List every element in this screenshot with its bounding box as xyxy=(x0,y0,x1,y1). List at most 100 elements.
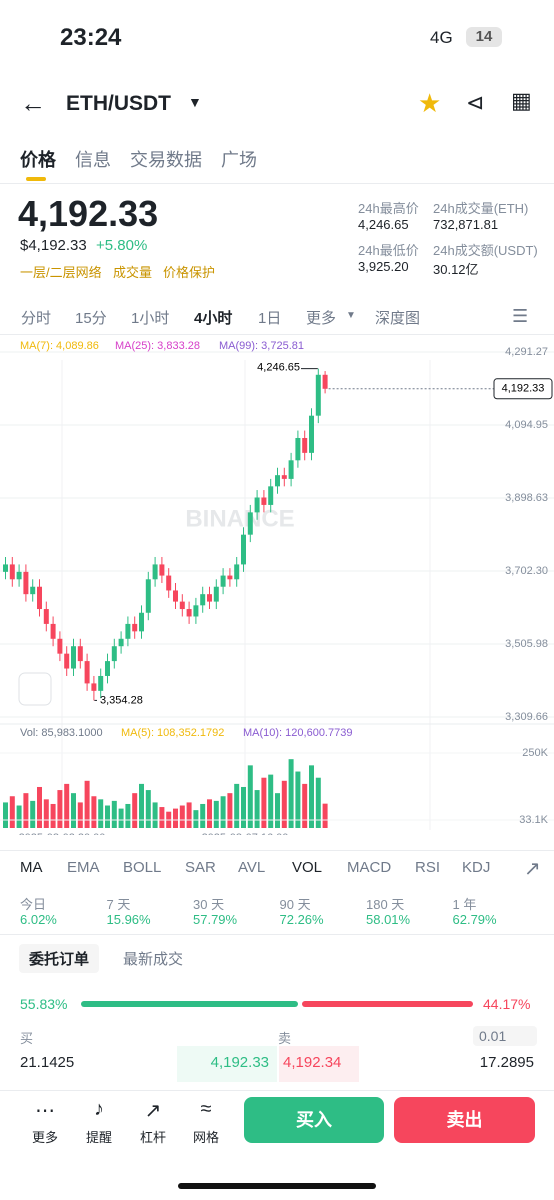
precision[interactable]: 0.01 xyxy=(473,1026,537,1046)
interval[interactable]: 4小时 xyxy=(194,310,233,327)
last-price-box xyxy=(493,378,553,400)
favorite-icon[interactable]: ★ xyxy=(418,88,442,118)
volume-bar xyxy=(179,805,185,828)
indicator-settings[interactable]: ↗ xyxy=(524,858,541,880)
divider xyxy=(0,183,554,184)
bid-depth xyxy=(177,1046,277,1082)
volume-legend: Vol: 85,983.1000 xyxy=(20,727,103,739)
indicator[interactable]: EMA xyxy=(67,859,100,876)
share-icon[interactable]: ⊲ xyxy=(466,90,485,115)
candle-body xyxy=(268,486,274,505)
volume-bar xyxy=(234,783,240,828)
sell-ratio: 44.17% xyxy=(483,996,531,1012)
interval[interactable]: 更多 xyxy=(306,310,337,327)
volume-bar xyxy=(77,802,83,828)
perf-value: 57.79% xyxy=(193,912,238,927)
interval[interactable]: 1日 xyxy=(258,310,282,327)
volume-bar xyxy=(309,765,314,828)
candle-body xyxy=(200,594,206,606)
tab[interactable]: 价格 xyxy=(20,150,56,170)
y-tick-label: 4,291.27 xyxy=(505,346,548,358)
perf-label: 30 天 xyxy=(193,897,225,912)
nav-label[interactable]: 杠杆 xyxy=(139,1130,166,1145)
last-price-label: 4,192.33 xyxy=(502,383,545,395)
sell-ratio-bar xyxy=(301,1001,473,1007)
nav-label[interactable]: 提醒 xyxy=(85,1130,112,1145)
interval[interactable]: 15分 xyxy=(75,310,107,327)
volume-bar xyxy=(16,805,22,828)
ob-tab[interactable]: 委托订单 xyxy=(19,944,100,973)
candle-body xyxy=(145,579,151,613)
candle-body xyxy=(71,646,76,669)
interval[interactable]: 深度图 xyxy=(375,310,421,327)
perf-label: 1 年 xyxy=(452,897,477,912)
interval[interactable]: 1小时 xyxy=(131,310,170,327)
perf-value: 62.79% xyxy=(452,912,497,927)
volume-bar xyxy=(64,783,70,828)
candle-body xyxy=(43,609,49,624)
candle-body xyxy=(315,374,321,416)
volume-bar xyxy=(152,802,158,828)
candle-body xyxy=(37,586,42,610)
nav-icon[interactable]: ≈ xyxy=(200,1098,212,1120)
candle-body xyxy=(64,653,70,669)
tab[interactable]: 交易数据 xyxy=(130,150,202,170)
tab-indicator xyxy=(26,177,46,181)
ob-cell: 4,192.34 xyxy=(283,1054,342,1071)
indicator[interactable]: MACD xyxy=(347,859,392,876)
chart: BINANCE 4,291.27 4,094.95 3,898.63 3,702.30 3… xyxy=(0,346,554,835)
candle-body xyxy=(91,683,97,691)
volume-bar xyxy=(118,808,124,828)
perf-value: 6.02% xyxy=(20,912,57,927)
layout-icon[interactable]: ▦ xyxy=(511,88,532,113)
link[interactable]: 成交量 xyxy=(113,265,153,280)
indicator[interactable]: VOL xyxy=(292,859,323,876)
candle-body xyxy=(125,623,131,639)
stat-label: 24h成交量(ETH) xyxy=(433,201,529,216)
volume-bar xyxy=(23,793,29,828)
sell-button[interactable]: 卖出 xyxy=(394,1097,535,1143)
volume-bar xyxy=(9,796,15,828)
volume-bar xyxy=(193,810,199,828)
candle-body xyxy=(166,575,172,591)
volume-bar xyxy=(132,793,138,828)
tab[interactable]: 广场 xyxy=(221,150,257,170)
candle-body xyxy=(193,605,199,617)
indicator[interactable]: BOLL xyxy=(123,859,162,876)
candle-body xyxy=(77,646,83,662)
nav-label[interactable]: 网格 xyxy=(192,1130,219,1145)
back-button[interactable]: ← xyxy=(20,88,46,118)
perf-label: 90 天 xyxy=(279,897,311,912)
interval[interactable]: 分时 xyxy=(21,310,52,327)
nav-icon[interactable]: ♪ xyxy=(94,1098,104,1120)
volume-bar xyxy=(43,799,49,828)
candle-body xyxy=(16,571,22,580)
link[interactable]: 价格保护 xyxy=(163,265,216,280)
buy-button[interactable]: 买入 xyxy=(244,1097,384,1143)
indicator[interactable]: SAR xyxy=(185,859,216,876)
high-label: 4,246.65 xyxy=(257,361,300,373)
indicator[interactable]: KDJ xyxy=(462,859,491,876)
clock: 23:24 xyxy=(60,24,122,51)
nav-label[interactable]: 更多 xyxy=(31,1130,58,1145)
ob-tab[interactable]: 最新成交 xyxy=(123,951,184,968)
y-tick-label: 3,702.30 xyxy=(505,565,548,577)
candle-body xyxy=(281,475,287,479)
volume-bar xyxy=(281,780,287,828)
candle-body xyxy=(309,415,314,453)
indicator[interactable]: AVL xyxy=(238,859,266,876)
settings-icon[interactable]: ☰ xyxy=(512,306,529,326)
indicator[interactable]: RSI xyxy=(415,859,441,876)
dropdown-icon[interactable]: ▼ xyxy=(188,94,202,110)
nav-icon[interactable]: ⋯ xyxy=(35,1100,55,1122)
perf-label: 今日 xyxy=(20,897,47,912)
pair-title[interactable]: ETH/USDT xyxy=(66,92,171,115)
watermark: BINANCE xyxy=(185,505,294,532)
tab[interactable]: 信息 xyxy=(75,150,111,170)
ma-legend: MA(99): 3,725.81 xyxy=(219,340,304,352)
indicator[interactable]: MA xyxy=(20,859,43,876)
stat-value: 30.12亿 xyxy=(433,262,479,277)
nav-icon[interactable]: ↗ xyxy=(144,1100,162,1122)
candle-body xyxy=(207,594,212,602)
link[interactable]: 一层/二层网络 xyxy=(20,265,102,280)
